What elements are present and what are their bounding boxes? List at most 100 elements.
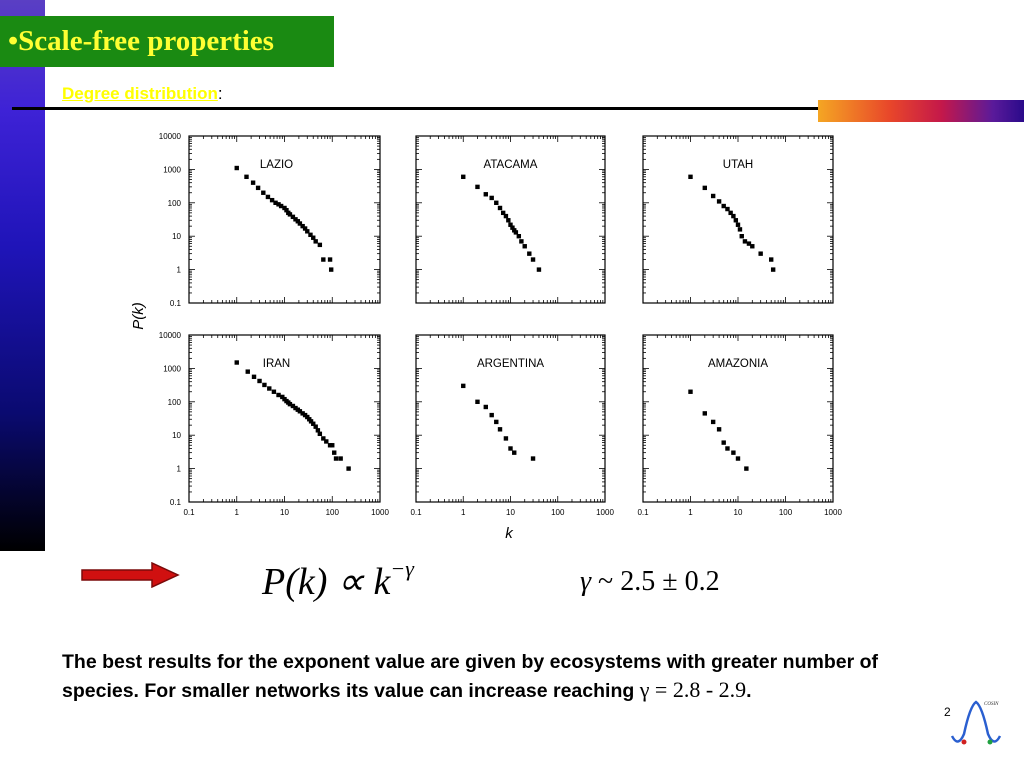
- panel-title: AMAZONIA: [708, 358, 768, 370]
- x-tick-label: 1000: [824, 508, 842, 517]
- data-point: [262, 382, 267, 388]
- body-text-tail: .: [746, 680, 752, 702]
- data-point: [716, 427, 722, 432]
- data-point: [293, 217, 298, 222]
- accent-gradient-bar: [818, 100, 1024, 122]
- x-tick-label: 1: [461, 508, 466, 517]
- plot-panel-lazio: LAZIO 10000 1000 100 10 1 0.1: [159, 132, 381, 308]
- data-point: [328, 267, 334, 272]
- data-point: [710, 193, 716, 199]
- data-point: [276, 202, 281, 207]
- arrow-icon: [81, 562, 180, 588]
- data-point: [313, 239, 318, 244]
- data-point: [461, 174, 466, 180]
- data-point: [321, 257, 326, 262]
- data-point: [497, 205, 503, 211]
- data-point: [530, 456, 536, 461]
- plot-frame: [188, 135, 381, 304]
- data-point: [315, 428, 321, 433]
- plot-frame: [188, 334, 381, 503]
- y-tick-label: 0.1: [170, 299, 182, 308]
- data-point: [293, 405, 298, 411]
- gamma-estimate: ~ 2.5 ± 0.2: [591, 566, 720, 597]
- y-tick-label: 1: [177, 266, 182, 275]
- data-point: [742, 239, 748, 244]
- data-point: [510, 225, 515, 230]
- data-point: [290, 214, 296, 220]
- data-point: [513, 230, 519, 235]
- data-point: [688, 389, 693, 394]
- data-point: [739, 234, 744, 239]
- data-point: [725, 446, 730, 451]
- y-tick-label: 10000: [159, 331, 182, 340]
- data-point: [308, 419, 314, 424]
- data-point: [508, 446, 513, 451]
- x-tick-label: 1: [688, 508, 693, 517]
- slide-title: •Scale-free properties: [8, 25, 274, 57]
- x-tick-label: 0.1: [637, 508, 649, 517]
- data-point: [287, 401, 293, 407]
- subtitle-colon: :: [217, 84, 223, 103]
- body-paragraph: The best results for the exponent value …: [62, 648, 942, 705]
- x-tick-label: 0.1: [410, 508, 422, 517]
- power-law-formula: P(k) ∝ k−γ: [262, 556, 414, 604]
- data-point: [305, 414, 310, 420]
- degree-distribution-link[interactable]: Degree distribution: [62, 84, 218, 103]
- body-text-math: γ = 2.8 - 2.9: [639, 677, 747, 702]
- data-point: [295, 219, 301, 224]
- y-tick-label: 0.1: [170, 498, 182, 507]
- data-point: [257, 378, 262, 384]
- data-point: [250, 180, 256, 185]
- data-point: [527, 251, 532, 256]
- data-point: [735, 222, 741, 227]
- data-point: [332, 450, 337, 455]
- data-point: [244, 174, 249, 180]
- data-point: [308, 232, 313, 238]
- data-point: [733, 218, 739, 223]
- x-axis-label: k: [505, 525, 514, 542]
- y-tick-label: 100: [168, 199, 182, 208]
- data-point: [737, 227, 743, 232]
- plot-panel-atacama: ATACAMA: [415, 135, 606, 304]
- y-tick-label: 1000: [163, 364, 181, 373]
- data-point: [728, 210, 733, 216]
- logo-text: COSIN: [984, 702, 999, 707]
- data-point: [333, 456, 339, 461]
- formula-exponent: −γ: [390, 556, 414, 581]
- data-point: [261, 190, 266, 195]
- data-point: [297, 409, 303, 414]
- plot-panel-amazonia: AMAZONIA 0.1 1 10 100 1000: [637, 334, 842, 517]
- data-point: [311, 235, 316, 240]
- data-point: [280, 394, 285, 400]
- data-point: [267, 386, 272, 391]
- plot-panel-utah: UTAH: [642, 135, 834, 304]
- data-point: [278, 203, 284, 209]
- data-point: [282, 205, 287, 211]
- data-point: [688, 174, 693, 180]
- y-tick-label: 10000: [159, 132, 182, 141]
- data-point: [503, 213, 509, 219]
- data-point: [287, 212, 293, 217]
- plot-frame: [415, 334, 606, 503]
- x-tick-label: 1: [235, 508, 240, 517]
- data-point: [234, 165, 239, 171]
- data-point: [731, 213, 736, 219]
- plot-panel-argentina: ARGENTINA 0.1 1 10 100 1000: [410, 334, 614, 517]
- data-point: [536, 267, 542, 272]
- data-point: [746, 241, 752, 246]
- data-point: [731, 450, 736, 455]
- data-point: [317, 431, 323, 437]
- data-point: [500, 210, 506, 216]
- data-point: [770, 267, 776, 272]
- cosin-logo: COSIN: [950, 700, 1002, 745]
- data-point: [327, 257, 333, 262]
- data-point: [311, 421, 316, 426]
- data-point: [321, 436, 326, 441]
- data-point: [338, 456, 343, 461]
- data-point: [251, 374, 257, 380]
- plot-frame: [642, 334, 834, 503]
- data-point: [516, 234, 522, 239]
- x-tick-label: 10: [734, 508, 743, 517]
- data-point: [475, 184, 480, 190]
